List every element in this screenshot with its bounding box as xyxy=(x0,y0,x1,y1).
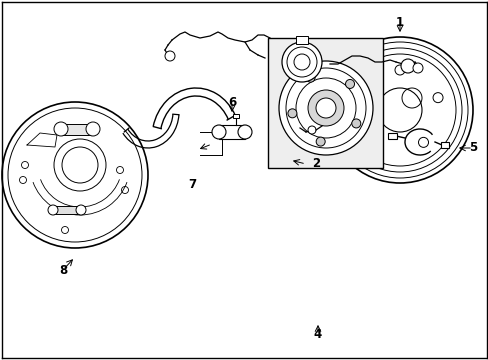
Circle shape xyxy=(164,51,175,61)
Circle shape xyxy=(282,42,321,82)
Circle shape xyxy=(305,73,314,82)
Circle shape xyxy=(238,125,251,139)
Circle shape xyxy=(48,205,58,215)
Circle shape xyxy=(307,126,315,134)
Bar xyxy=(267,38,382,168)
Circle shape xyxy=(345,80,354,89)
Circle shape xyxy=(2,102,148,248)
Circle shape xyxy=(86,122,100,136)
Circle shape xyxy=(212,125,225,139)
Circle shape xyxy=(279,61,372,155)
Circle shape xyxy=(315,98,335,118)
Text: 8: 8 xyxy=(59,264,67,276)
Circle shape xyxy=(316,137,325,146)
Circle shape xyxy=(400,59,414,73)
Text: 2: 2 xyxy=(311,157,320,171)
Text: 6: 6 xyxy=(227,95,236,108)
Circle shape xyxy=(287,109,296,118)
Bar xyxy=(61,124,93,135)
Circle shape xyxy=(307,90,343,126)
Text: 1: 1 xyxy=(395,15,403,28)
Bar xyxy=(295,36,307,44)
Bar xyxy=(232,114,239,118)
Bar xyxy=(440,142,448,148)
Text: 4: 4 xyxy=(313,328,322,342)
Circle shape xyxy=(54,122,68,136)
Bar xyxy=(53,206,81,214)
Text: 3: 3 xyxy=(311,140,320,153)
Text: 5: 5 xyxy=(468,141,476,154)
Circle shape xyxy=(76,205,86,215)
Bar xyxy=(387,133,396,139)
Circle shape xyxy=(412,63,422,73)
Circle shape xyxy=(351,119,360,128)
Text: 7: 7 xyxy=(187,179,196,192)
Bar xyxy=(219,125,244,139)
